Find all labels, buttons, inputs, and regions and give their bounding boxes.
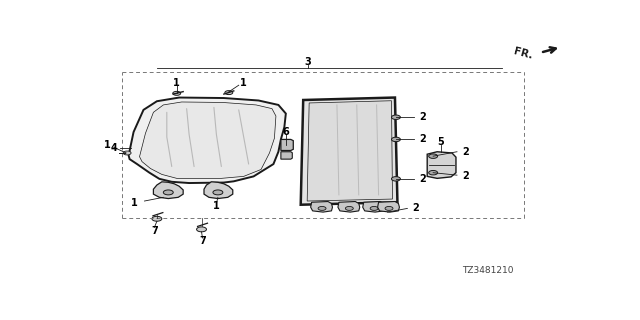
- Text: 7: 7: [199, 236, 206, 246]
- Circle shape: [370, 206, 378, 210]
- Polygon shape: [307, 101, 392, 201]
- Text: 7: 7: [151, 226, 158, 236]
- Circle shape: [392, 137, 401, 142]
- Polygon shape: [363, 202, 385, 212]
- Text: 4: 4: [110, 143, 117, 153]
- Text: 1: 1: [131, 198, 138, 208]
- Text: 2: 2: [419, 134, 426, 144]
- Polygon shape: [129, 98, 286, 183]
- Polygon shape: [301, 98, 397, 205]
- Text: 1: 1: [213, 202, 220, 212]
- Circle shape: [173, 92, 180, 95]
- Text: 2: 2: [462, 147, 468, 157]
- Text: FR.: FR.: [513, 46, 534, 60]
- Polygon shape: [281, 152, 292, 159]
- Circle shape: [318, 206, 326, 210]
- Text: 3: 3: [305, 57, 312, 67]
- Circle shape: [152, 216, 162, 221]
- Polygon shape: [378, 202, 399, 212]
- Circle shape: [392, 177, 401, 181]
- Polygon shape: [140, 102, 276, 178]
- Polygon shape: [428, 152, 456, 178]
- Circle shape: [213, 190, 223, 195]
- Circle shape: [392, 115, 401, 119]
- Circle shape: [225, 91, 233, 95]
- Text: 5: 5: [438, 137, 444, 148]
- Circle shape: [123, 151, 131, 155]
- Circle shape: [196, 227, 207, 232]
- Polygon shape: [310, 202, 332, 212]
- Circle shape: [385, 206, 393, 210]
- Text: 1: 1: [173, 78, 180, 88]
- Text: 1: 1: [240, 78, 247, 88]
- Circle shape: [429, 171, 438, 175]
- Polygon shape: [154, 182, 183, 198]
- Polygon shape: [204, 182, 233, 198]
- Text: 2: 2: [412, 203, 419, 213]
- Text: 2: 2: [419, 112, 426, 122]
- Text: 2: 2: [462, 171, 468, 181]
- Polygon shape: [281, 140, 293, 150]
- Circle shape: [429, 154, 438, 158]
- Text: 6: 6: [282, 126, 289, 137]
- Circle shape: [346, 206, 353, 210]
- Text: 2: 2: [419, 174, 426, 184]
- Text: TZ3481210: TZ3481210: [463, 266, 514, 275]
- Polygon shape: [338, 202, 360, 212]
- Circle shape: [163, 190, 173, 195]
- Text: 1: 1: [104, 140, 111, 150]
